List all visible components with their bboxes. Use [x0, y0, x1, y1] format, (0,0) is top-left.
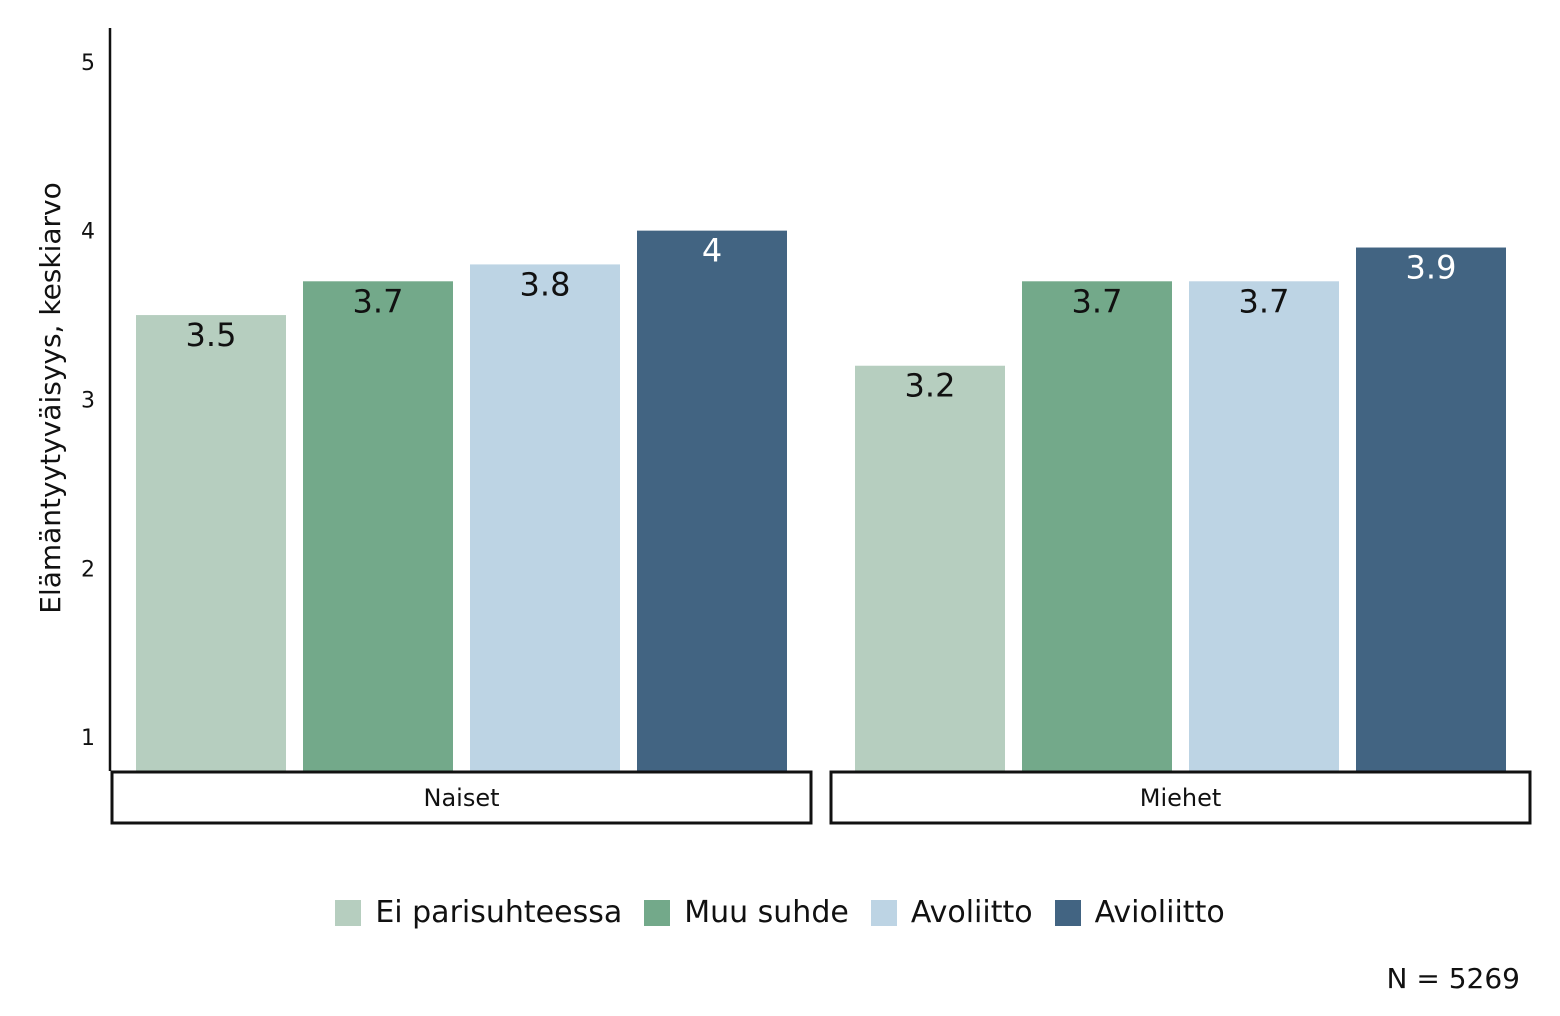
legend-label: Avioliitto [1094, 895, 1225, 930]
y-tick-label: 5 [81, 51, 95, 76]
y-tick-label: 4 [81, 220, 95, 245]
legend-item: Avioliitto [1054, 895, 1225, 930]
bar-value-label: 3.7 [1239, 282, 1290, 320]
bar [1356, 247, 1506, 772]
bar [136, 315, 286, 771]
bar-value-label: 3.5 [186, 316, 237, 354]
bar-value-label: 3.7 [353, 282, 404, 320]
y-tick-label: 3 [81, 389, 95, 414]
bar-value-label: 3.9 [1406, 249, 1457, 287]
bar [1189, 281, 1339, 771]
legend-item: Muu suhde [644, 895, 849, 930]
bar [470, 264, 620, 771]
legend-label: Avoliitto [910, 895, 1033, 930]
legend-item: Avoliitto [870, 895, 1033, 930]
bar [637, 230, 787, 772]
bar [303, 281, 453, 771]
legend-swatch [644, 899, 671, 926]
bar [1022, 281, 1172, 771]
sample-size-note: N = 5269 [1386, 962, 1520, 995]
panel-strip [829, 770, 1532, 825]
panel-label: Naiset [423, 784, 499, 812]
legend-swatch [870, 899, 897, 926]
bar-chart: 1 2 3 4 5 Elämäntyytyväisyys, keskiarvo 3.5 3.7… [34, 28, 1532, 825]
bar-value-label: 3.7 [1072, 282, 1123, 320]
legend-label: Muu suhde [684, 895, 849, 930]
y-tick-label: 2 [81, 557, 95, 582]
y-axis-label: Elämäntyytyväisyys, keskiarvo [34, 182, 67, 614]
legend-label: Ei parisuhteessa [375, 895, 623, 930]
bar-value-label: 3.8 [520, 265, 571, 303]
bar-value-label: 4 [702, 232, 722, 270]
bar-value-label: 3.2 [905, 367, 956, 405]
legend-swatch [335, 899, 362, 926]
panel-strip [110, 770, 813, 825]
legend-item: Ei parisuhteessa [335, 895, 622, 930]
panel-label: Miehet [1140, 784, 1222, 812]
y-tick-label: 1 [81, 726, 95, 751]
legend-swatch [1054, 899, 1081, 926]
bar [855, 365, 1005, 771]
legend: Ei parisuhteessa Muu suhde Avoliitto Avioli… [0, 895, 1560, 930]
